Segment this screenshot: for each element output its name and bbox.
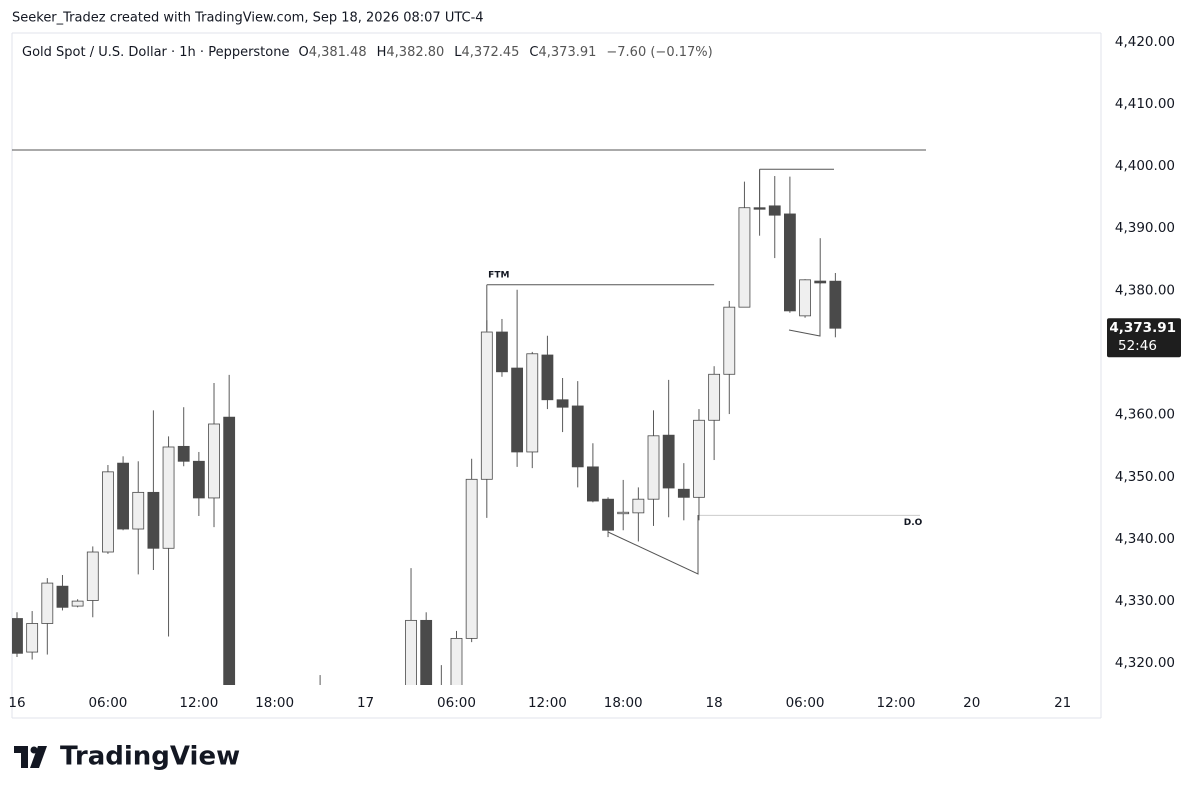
candle-body <box>147 491 160 549</box>
candle-body <box>177 445 190 462</box>
x-tick-label: 18:00 <box>604 695 643 711</box>
candle-body <box>677 488 690 498</box>
legend-value: 4,381.48 <box>309 45 367 60</box>
candle-body <box>602 498 614 531</box>
legend-title: Gold Spot / U.S. Dollar · 1h · Peppersto… <box>22 45 289 60</box>
y-tick-label: 4,360.00 <box>1115 407 1175 423</box>
candle-body <box>814 280 827 284</box>
last-price-box <box>1107 318 1181 358</box>
candle-body <box>556 399 569 408</box>
x-tick-label: 06:00 <box>786 695 825 711</box>
logo: TradingView <box>14 742 240 772</box>
candle-body <box>192 460 205 499</box>
candle-body <box>662 434 675 489</box>
candle-body <box>647 435 660 500</box>
x-tick-label: 12:00 <box>528 695 567 711</box>
y-tick-label: 4,420.00 <box>1115 34 1175 50</box>
candle-body <box>450 637 463 685</box>
x-tick-label: 06:00 <box>437 695 476 711</box>
candle-body <box>738 207 751 308</box>
attribution: Seeker_Tradez created with TradingView.c… <box>12 11 484 26</box>
x-tick-label: 12:00 <box>877 695 916 711</box>
candle-body <box>617 511 630 515</box>
candle-body <box>571 405 584 468</box>
candle-body <box>162 446 175 549</box>
candle-body <box>723 306 736 375</box>
y-tick-label: 4,390.00 <box>1115 220 1175 236</box>
last-price-label: 4,373.91 <box>1109 320 1176 336</box>
candle-body <box>12 618 23 654</box>
candle-body <box>405 619 417 685</box>
candle-body <box>784 213 796 312</box>
y-tick-label: 4,330.00 <box>1115 593 1175 609</box>
y-tick-label: 4,320.00 <box>1115 655 1175 671</box>
legend-change: −7.60 (−0.17%) <box>606 45 712 60</box>
y-tick-label: 4,340.00 <box>1115 531 1175 547</box>
annotation-label: D.O <box>904 518 923 528</box>
logo-text: TradingView <box>60 742 240 772</box>
candle-body <box>132 491 145 530</box>
candle-body <box>829 280 842 329</box>
countdown: 52:46 <box>1118 338 1157 354</box>
candle-body <box>102 471 114 553</box>
legend-value: 4,382.80 <box>386 45 444 60</box>
legend-key: H <box>377 45 387 60</box>
x-tick-label: 18:00 <box>255 695 294 711</box>
candle-body <box>586 466 599 502</box>
candle-body <box>71 600 84 607</box>
x-tick-label: 20 <box>963 695 980 711</box>
legend-key: L <box>454 45 462 60</box>
x-tick-label: 16 <box>8 695 25 711</box>
candle-body <box>632 498 645 514</box>
candle-body <box>223 416 236 685</box>
x-tick-label: 06:00 <box>88 695 127 711</box>
candle-body <box>541 354 554 401</box>
candle-body <box>420 619 433 685</box>
drawing <box>607 515 699 575</box>
y-tick-label: 4,380.00 <box>1115 282 1175 298</box>
y-tick-label: 4,350.00 <box>1115 469 1175 485</box>
candle-body <box>496 331 508 373</box>
candle-body <box>511 367 524 453</box>
x-tick-label: 21 <box>1054 695 1071 711</box>
candle-body <box>56 585 69 608</box>
candle-body <box>26 623 39 653</box>
candle-body <box>41 582 54 624</box>
legend-value: 4,373.91 <box>539 45 597 60</box>
legend-key: O <box>298 45 308 60</box>
y-tick-label: 4,400.00 <box>1115 158 1175 174</box>
annotation-label: FTM <box>488 270 509 280</box>
plot: FTM D.O <box>12 149 926 685</box>
candle-body <box>208 423 220 499</box>
candle-body <box>708 373 721 421</box>
candle-body <box>117 462 129 530</box>
candle-body <box>693 419 705 498</box>
y-tick-label: 4,410.00 <box>1115 96 1175 112</box>
x-tick-label: 17 <box>357 695 374 711</box>
legend: Gold Spot / U.S. Dollar · 1h · Peppersto… <box>22 45 713 60</box>
candle-body <box>799 279 811 317</box>
candle-body <box>768 205 781 216</box>
candle-body <box>86 551 99 601</box>
legend-value: 4,372.45 <box>462 45 520 60</box>
candle-body <box>465 478 478 639</box>
legend-key: C <box>529 45 538 60</box>
candle-body <box>480 331 493 480</box>
candle-body <box>526 353 539 453</box>
x-tick-label: 12:00 <box>179 695 218 711</box>
candle-body <box>753 207 766 210</box>
x-tick-label: 18 <box>706 695 723 711</box>
drawing <box>788 283 821 337</box>
